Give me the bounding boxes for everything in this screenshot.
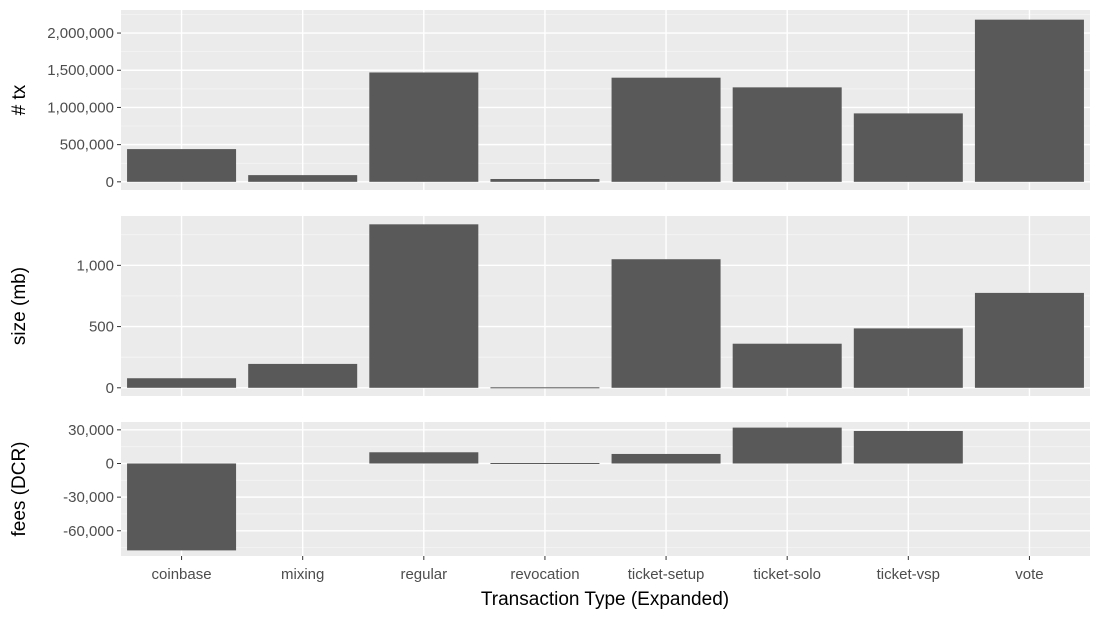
bar-mixing <box>248 363 358 388</box>
y-tick-label: 30,000 <box>68 422 114 439</box>
x-axis: coinbase mixing regular revocation ticket-se… <box>152 556 1044 583</box>
bar-coinbase <box>127 463 237 551</box>
bar-ticket-setup <box>611 259 721 388</box>
y-tick-label: 2,000,000 <box>47 25 114 42</box>
bar-ticket-vsp <box>853 113 963 182</box>
bar-ticket-solo <box>732 87 842 182</box>
bar-vote <box>974 292 1084 388</box>
y-axis-title: fees (DCR) <box>9 441 30 536</box>
bar-ticket-vsp <box>853 430 963 464</box>
bar-vote <box>974 19 1084 182</box>
bar-coinbase <box>127 378 237 388</box>
y-tick-label: -60,000 <box>63 523 114 540</box>
y-axis-title: # tx <box>9 84 30 115</box>
y-tick-label: 0 <box>106 380 114 397</box>
x-tick-label: coinbase <box>152 566 212 583</box>
bar-revocation <box>490 462 600 464</box>
bar-regular <box>369 72 479 182</box>
y-tick-label: 1,000 <box>76 257 114 274</box>
y-axis-title: size (mb) <box>9 267 30 345</box>
x-tick-label: ticket-solo <box>753 566 821 583</box>
bar-revocation <box>490 387 600 389</box>
bar-ticket-setup <box>611 77 721 182</box>
bar-regular <box>369 224 479 388</box>
bar-mixing <box>248 175 358 182</box>
y-tick-label: 1,500,000 <box>47 62 114 79</box>
y-tick-label: 500 <box>89 319 114 336</box>
y-tick-label: 0 <box>106 174 114 191</box>
y-tick-label: -30,000 <box>63 489 114 506</box>
y-tick-label: 1,000,000 <box>47 99 114 116</box>
x-tick-label: ticket-setup <box>628 566 705 583</box>
panel-3: -60,000 -30,000 0 30,000 fees (DCR) <box>9 422 1090 556</box>
x-tick-label: vote <box>1015 566 1043 583</box>
bar-ticket-setup <box>611 453 721 464</box>
bar-coinbase <box>127 149 237 182</box>
panel-1: 0 500,000 1,000,000 1,500,000 2,000,000 # tx <box>9 10 1090 191</box>
x-axis-title: Transaction Type (Expanded) <box>481 589 729 610</box>
bar-ticket-solo <box>732 343 842 388</box>
bar-regular <box>369 452 479 464</box>
y-tick-label: 500,000 <box>60 137 114 154</box>
x-tick-label: regular <box>400 566 447 583</box>
bar-revocation <box>490 178 600 182</box>
panel-2: 0 500 1,000 size (mb) <box>9 216 1090 397</box>
bar-ticket-solo <box>732 427 842 464</box>
bar-ticket-vsp <box>853 328 963 388</box>
x-tick-label: mixing <box>281 566 324 583</box>
x-tick-label: ticket-vsp <box>877 566 940 583</box>
y-tick-label: 0 <box>106 455 114 472</box>
x-tick-label: revocation <box>510 566 579 583</box>
